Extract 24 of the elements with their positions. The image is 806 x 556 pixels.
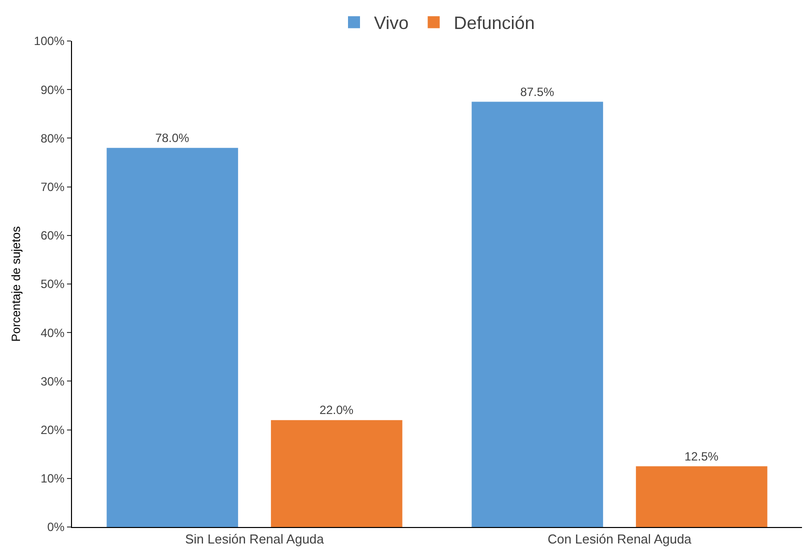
legend-label: Vivo <box>374 13 409 34</box>
y-axis-title: Porcentaje de sujetos <box>9 226 24 342</box>
data-label: 22.0% <box>319 403 354 418</box>
y-tick-label: 0% <box>47 520 65 534</box>
bar <box>636 466 768 527</box>
bar <box>270 420 402 527</box>
y-tick-label: 40% <box>40 326 65 340</box>
y-tick-label: 60% <box>40 228 65 243</box>
data-label: 87.5% <box>520 84 555 99</box>
y-tick-label: 70% <box>40 180 65 194</box>
x-tick-label: Con Lesión Renal Aguda <box>548 532 692 547</box>
legend-label: Defunción <box>454 13 535 34</box>
y-tick-label: 10% <box>40 472 65 486</box>
y-tick-label: 30% <box>40 374 65 388</box>
y-tick-label: 80% <box>40 131 65 146</box>
bar <box>106 148 238 527</box>
y-tick-label: 50% <box>40 277 65 292</box>
y-tick-label: 90% <box>40 82 65 97</box>
bar <box>472 102 604 527</box>
y-tick-label: 20% <box>40 423 65 437</box>
x-tick-label: Sin Lesión Renal Aguda <box>185 532 325 547</box>
y-tick-label: 100% <box>34 34 65 48</box>
data-label: 78.0% <box>155 130 190 145</box>
data-label: 12.5% <box>684 449 719 464</box>
